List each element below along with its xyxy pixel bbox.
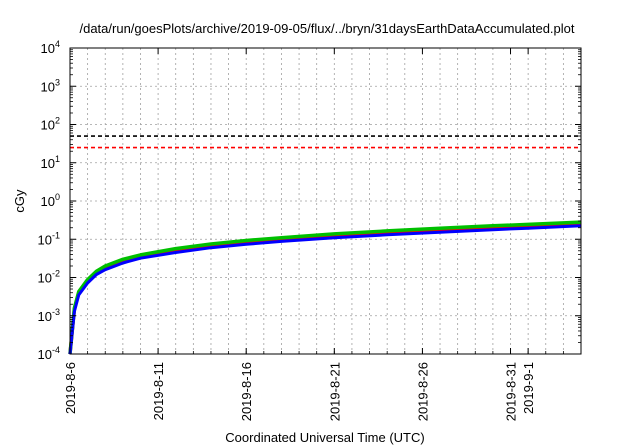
y-tick-label: 102 bbox=[41, 116, 60, 133]
reference-lines bbox=[70, 135, 581, 149]
y-tick-label: 10-3 bbox=[38, 307, 60, 324]
x-tick-label: 2019-8-31 bbox=[504, 362, 519, 421]
chart-title: /data/run/goesPlots/archive/2019-09-05/f… bbox=[79, 21, 574, 36]
y-tick-label: 10-2 bbox=[38, 269, 60, 286]
series-line bbox=[68, 220, 582, 355]
x-axis-label: Coordinated Universal Time (UTC) bbox=[225, 430, 424, 445]
x-tick-label: 2019-8-26 bbox=[415, 362, 430, 421]
x-axis: 2019-8-6 2019-8-11 2019-8-16 2019-8-21 2019-… bbox=[63, 48, 582, 421]
y-tick-label: 100 bbox=[41, 192, 60, 209]
y-tick-label: 101 bbox=[41, 154, 60, 171]
y-axis: 104 103 102 101 100 10-1 10-2 10-3 10-4 bbox=[38, 39, 581, 362]
y-tick-label: 104 bbox=[41, 39, 60, 56]
y-tick-label: 103 bbox=[41, 77, 60, 94]
x-tick-label: 2019-9-1 bbox=[521, 362, 536, 414]
series-line bbox=[68, 222, 582, 355]
y-tick-label: 10-1 bbox=[38, 230, 60, 247]
series-line bbox=[68, 224, 582, 355]
x-tick-label: 2019-8-21 bbox=[327, 362, 342, 421]
x-tick-label: 2019-8-11 bbox=[151, 362, 166, 420]
x-tick-label: 2019-8-16 bbox=[239, 362, 254, 421]
x-tick-label: 2019-8-6 bbox=[63, 362, 78, 414]
y-tick-label: 10-4 bbox=[38, 345, 60, 362]
series-lines bbox=[68, 220, 582, 355]
grid bbox=[70, 48, 581, 354]
y-axis-label: cGy bbox=[12, 189, 27, 213]
